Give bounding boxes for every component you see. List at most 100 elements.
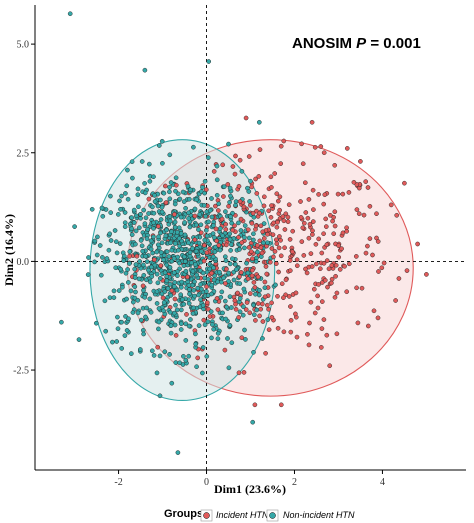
- point-nonincident: [247, 199, 252, 204]
- point-nonincident: [124, 296, 129, 302]
- point-incident: [319, 250, 325, 256]
- point-nonincident: [167, 189, 172, 195]
- point-nonincident: [229, 242, 234, 247]
- point-incident: [252, 285, 258, 290]
- point-incident: [233, 153, 238, 159]
- point-incident: [290, 228, 296, 234]
- point-nonincident: [111, 288, 117, 294]
- point-incident: [363, 179, 369, 184]
- point-nonincident: [196, 227, 201, 232]
- point-nonincident: [196, 240, 202, 246]
- point-incident: [233, 301, 238, 307]
- point-incident: [285, 214, 291, 220]
- point-nonincident: [183, 205, 188, 211]
- point-incident: [277, 207, 283, 213]
- point-incident: [374, 211, 379, 217]
- point-incident: [323, 224, 329, 229]
- point-nonincident: [261, 221, 267, 226]
- point-incident: [224, 266, 229, 272]
- point-nonincident: [117, 198, 122, 204]
- point-incident: [268, 174, 274, 180]
- point-nonincident: [212, 235, 217, 240]
- point-nonincident: [178, 321, 184, 327]
- point-nonincident: [175, 450, 181, 455]
- point-nonincident: [204, 289, 209, 294]
- point-nonincident: [177, 360, 183, 366]
- point-nonincident: [209, 196, 214, 201]
- x-tick-label: 4: [380, 477, 385, 488]
- point-nonincident: [253, 291, 258, 297]
- point-incident: [300, 161, 306, 167]
- point-incident: [346, 190, 352, 195]
- point-incident: [381, 260, 387, 266]
- point-incident: [209, 270, 215, 276]
- point-nonincident: [133, 241, 138, 247]
- point-nonincident: [200, 370, 205, 376]
- point-incident: [274, 191, 280, 197]
- point-nonincident: [147, 296, 153, 302]
- point-nonincident: [178, 284, 184, 290]
- point-incident: [278, 143, 284, 149]
- point-incident: [266, 327, 272, 333]
- point-nonincident: [227, 199, 232, 205]
- point-nonincident: [122, 224, 128, 230]
- point-incident: [316, 282, 321, 287]
- point-nonincident: [221, 275, 227, 281]
- point-incident: [192, 237, 198, 243]
- point-incident: [290, 249, 295, 255]
- point-incident: [361, 212, 367, 218]
- point-nonincident: [162, 289, 168, 294]
- point-nonincident: [209, 335, 214, 341]
- point-nonincident: [92, 238, 98, 244]
- point-incident: [275, 198, 281, 204]
- point-nonincident: [224, 304, 229, 310]
- point-nonincident: [187, 224, 193, 230]
- point-nonincident: [151, 210, 157, 216]
- point-nonincident: [133, 262, 139, 267]
- point-nonincident: [144, 259, 150, 264]
- point-nonincident: [154, 289, 160, 295]
- point-incident: [293, 290, 299, 296]
- point-nonincident: [208, 309, 214, 314]
- point-nonincident: [204, 233, 210, 239]
- point-nonincident: [148, 246, 154, 252]
- point-incident: [388, 202, 394, 208]
- point-incident: [275, 219, 280, 225]
- point-incident: [163, 200, 169, 205]
- point-nonincident: [205, 319, 211, 325]
- legend: Groups Incident HTN Non-incident HTN: [164, 508, 355, 522]
- point-nonincident: [187, 287, 192, 292]
- point-nonincident: [181, 199, 187, 204]
- point-nonincident: [265, 317, 271, 322]
- point-incident: [173, 182, 179, 188]
- point-nonincident: [165, 286, 171, 291]
- point-nonincident: [223, 258, 229, 263]
- point-nonincident: [142, 181, 147, 186]
- point-nonincident: [122, 210, 128, 215]
- point-nonincident: [121, 258, 127, 264]
- point-incident: [269, 185, 274, 190]
- point-incident: [331, 231, 337, 237]
- point-nonincident: [228, 248, 233, 253]
- y-tick-label: 5.0: [17, 40, 30, 51]
- point-nonincident: [139, 159, 145, 164]
- point-incident: [247, 310, 253, 316]
- point-incident: [346, 261, 352, 267]
- point-nonincident: [198, 222, 204, 228]
- point-incident: [301, 253, 307, 258]
- point-nonincident: [144, 236, 150, 242]
- point-incident: [278, 161, 284, 166]
- point-incident: [288, 329, 294, 335]
- legend-label-nonincident: Non-incident HTN: [283, 510, 355, 520]
- point-nonincident: [198, 282, 203, 287]
- point-nonincident: [178, 230, 184, 236]
- point-nonincident: [161, 308, 166, 314]
- point-nonincident: [229, 340, 235, 346]
- point-nonincident: [111, 295, 117, 300]
- point-nonincident: [250, 419, 256, 425]
- point-nonincident: [131, 207, 137, 213]
- point-incident: [260, 229, 266, 235]
- point-incident: [281, 329, 287, 335]
- anosim-annotation: ANOSIM P = 0.001: [292, 35, 421, 52]
- point-incident: [203, 187, 209, 192]
